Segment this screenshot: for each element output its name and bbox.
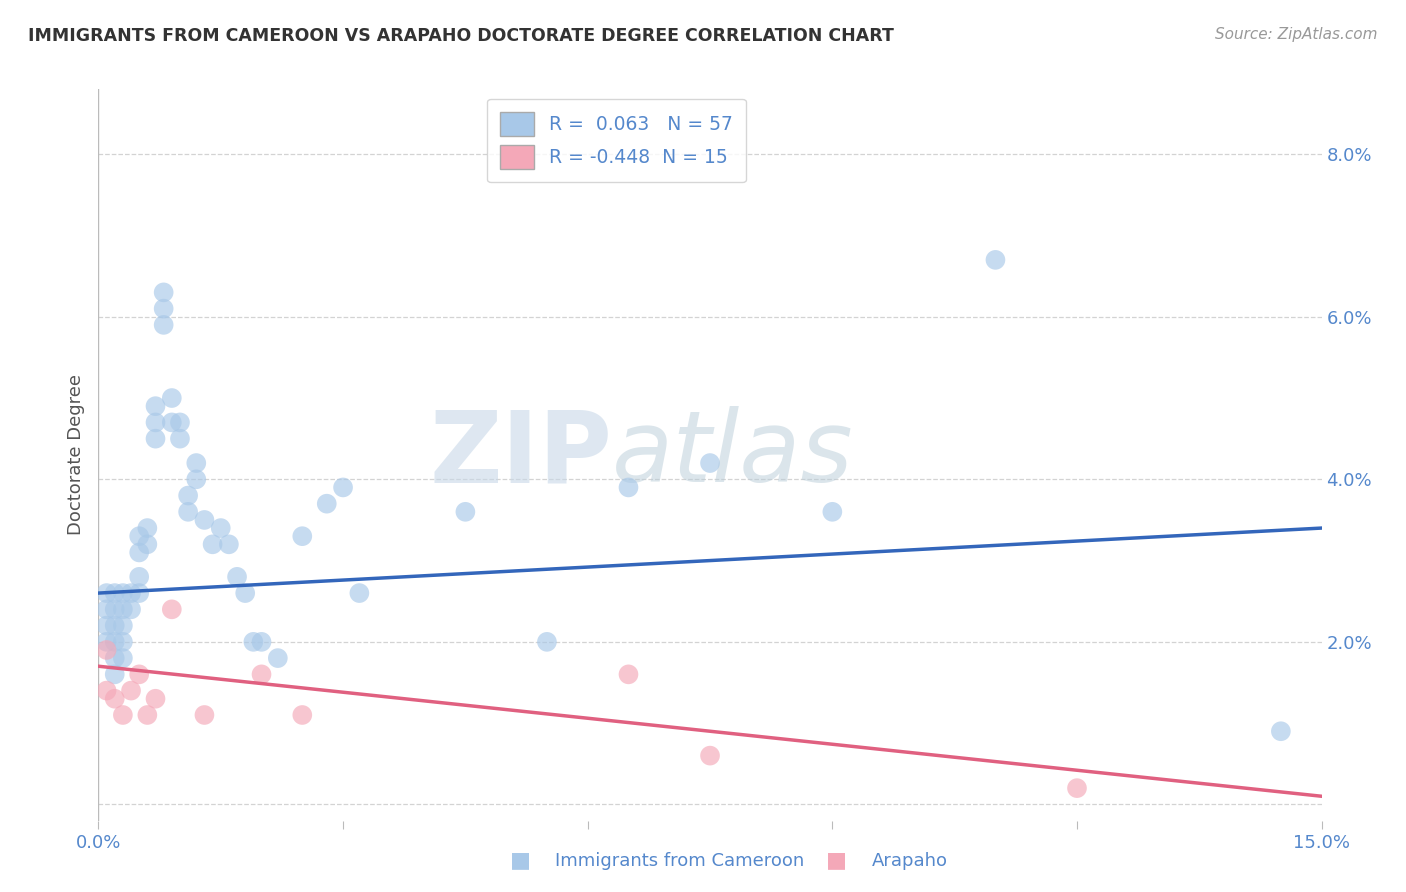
Point bbox=[267, 651, 290, 665]
Point bbox=[617, 480, 640, 494]
Point bbox=[120, 586, 142, 600]
Point bbox=[96, 643, 118, 657]
Point bbox=[104, 602, 127, 616]
Point bbox=[186, 456, 208, 470]
Point bbox=[349, 586, 371, 600]
Point bbox=[128, 570, 150, 584]
Point bbox=[96, 683, 118, 698]
Text: ■: ■ bbox=[827, 850, 846, 870]
Point bbox=[128, 545, 150, 559]
Point bbox=[104, 651, 127, 665]
Point bbox=[315, 497, 337, 511]
Point bbox=[209, 521, 232, 535]
Point bbox=[104, 618, 127, 632]
Point bbox=[152, 285, 174, 300]
Point bbox=[111, 708, 134, 723]
Point bbox=[226, 570, 249, 584]
Point bbox=[96, 602, 118, 616]
Point bbox=[120, 683, 142, 698]
Point bbox=[250, 667, 273, 681]
Point bbox=[111, 618, 134, 632]
Point bbox=[177, 489, 200, 503]
Point bbox=[169, 416, 191, 430]
Point bbox=[186, 472, 208, 486]
Point bbox=[454, 505, 477, 519]
Point bbox=[218, 537, 240, 551]
Point bbox=[128, 586, 150, 600]
Point bbox=[104, 667, 127, 681]
Point bbox=[104, 586, 127, 600]
Point bbox=[617, 667, 640, 681]
Point bbox=[136, 521, 159, 535]
Point bbox=[193, 708, 215, 723]
Text: IMMIGRANTS FROM CAMEROON VS ARAPAHO DOCTORATE DEGREE CORRELATION CHART: IMMIGRANTS FROM CAMEROON VS ARAPAHO DOCT… bbox=[28, 27, 894, 45]
Point bbox=[104, 635, 127, 649]
Legend: R =  0.063   N = 57, R = -0.448  N = 15: R = 0.063 N = 57, R = -0.448 N = 15 bbox=[486, 99, 745, 182]
Point bbox=[128, 667, 150, 681]
Point bbox=[145, 416, 167, 430]
Point bbox=[111, 651, 134, 665]
Point bbox=[96, 586, 118, 600]
Point bbox=[250, 635, 273, 649]
Point bbox=[104, 691, 127, 706]
Point bbox=[160, 416, 183, 430]
Point bbox=[291, 529, 314, 543]
Point bbox=[96, 635, 118, 649]
Y-axis label: Doctorate Degree: Doctorate Degree bbox=[66, 375, 84, 535]
Point bbox=[145, 691, 167, 706]
Point bbox=[242, 635, 264, 649]
Point bbox=[128, 529, 150, 543]
Point bbox=[193, 513, 215, 527]
Point bbox=[699, 456, 721, 470]
Point bbox=[699, 748, 721, 763]
Point bbox=[177, 505, 200, 519]
Point bbox=[984, 252, 1007, 267]
Point bbox=[152, 301, 174, 316]
Point bbox=[536, 635, 558, 649]
Point bbox=[1270, 724, 1292, 739]
Point bbox=[160, 391, 183, 405]
Point bbox=[111, 586, 134, 600]
Point bbox=[111, 635, 134, 649]
Point bbox=[152, 318, 174, 332]
Text: Arapaho: Arapaho bbox=[872, 852, 948, 870]
Point bbox=[136, 708, 159, 723]
Point bbox=[111, 602, 134, 616]
Text: ■: ■ bbox=[510, 850, 530, 870]
Point bbox=[160, 602, 183, 616]
Point bbox=[169, 432, 191, 446]
Text: atlas: atlas bbox=[612, 407, 853, 503]
Point bbox=[145, 432, 167, 446]
Point bbox=[96, 618, 118, 632]
Point bbox=[136, 537, 159, 551]
Point bbox=[120, 602, 142, 616]
Text: Immigrants from Cameroon: Immigrants from Cameroon bbox=[555, 852, 804, 870]
Text: Source: ZipAtlas.com: Source: ZipAtlas.com bbox=[1215, 27, 1378, 42]
Point bbox=[821, 505, 844, 519]
Point bbox=[145, 399, 167, 413]
Point bbox=[201, 537, 224, 551]
Point bbox=[1066, 781, 1088, 796]
Text: ZIP: ZIP bbox=[429, 407, 612, 503]
Point bbox=[291, 708, 314, 723]
Point bbox=[233, 586, 256, 600]
Point bbox=[332, 480, 354, 494]
